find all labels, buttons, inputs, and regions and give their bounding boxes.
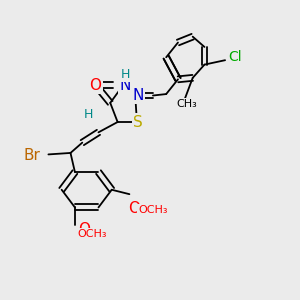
Text: S: S <box>133 115 143 130</box>
Text: Cl: Cl <box>229 50 242 64</box>
Text: O: O <box>128 201 140 216</box>
Text: N: N <box>133 88 144 103</box>
Text: OCH₃: OCH₃ <box>78 229 107 239</box>
Text: OCH₃: OCH₃ <box>138 206 168 215</box>
Text: Br: Br <box>24 148 41 164</box>
Text: N: N <box>119 78 131 93</box>
Text: CH₃: CH₃ <box>176 99 197 110</box>
Text: H: H <box>120 68 130 81</box>
Text: O: O <box>89 78 101 93</box>
Text: H: H <box>83 108 93 121</box>
Text: O: O <box>78 222 90 237</box>
